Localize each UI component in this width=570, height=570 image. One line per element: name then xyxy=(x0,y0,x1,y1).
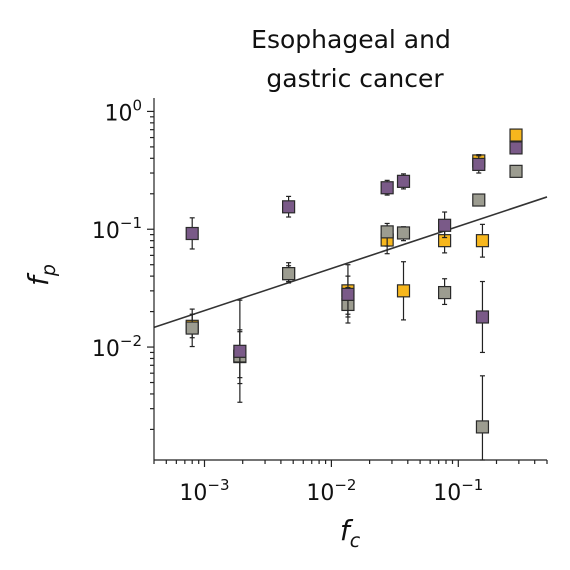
data-point xyxy=(475,310,490,324)
chart-title-line-1: Esophageal and xyxy=(251,25,451,54)
data-point xyxy=(438,218,452,232)
y-axis-label: fp xyxy=(22,264,60,286)
data-point xyxy=(509,164,523,178)
data-point xyxy=(509,141,523,155)
data-point xyxy=(185,321,199,335)
x-tick-label-exponent: −3 xyxy=(207,476,229,494)
data-point xyxy=(472,193,486,207)
x-tick-label-base: 10 xyxy=(306,481,334,506)
x-tick-label: 10−1 xyxy=(433,476,483,506)
x-tick-label: 10−3 xyxy=(179,476,229,506)
y-tick-label-base: 10 xyxy=(92,219,120,244)
series-3 xyxy=(185,141,523,379)
y-tick-label: 100 xyxy=(104,96,142,126)
y-axis-label-subscript: p xyxy=(38,264,60,277)
data-point xyxy=(509,128,523,142)
chart-title-line-2: gastric cancer xyxy=(266,64,444,93)
x-tick-label-base: 10 xyxy=(433,481,461,506)
data-point xyxy=(380,225,394,239)
data-point xyxy=(380,181,394,195)
y-tick-label: 10−2 xyxy=(92,332,142,362)
x-tick-label: 10−2 xyxy=(306,476,356,506)
y-tick-label-exponent: −2 xyxy=(120,332,142,350)
x-tick-label-exponent: −2 xyxy=(334,476,356,494)
fit-line xyxy=(153,196,548,329)
data-point xyxy=(475,420,490,434)
y-tick-label-base: 10 xyxy=(92,337,120,362)
data-point xyxy=(475,234,490,248)
x-axis-ticks: 10−3 10−2 10−1 xyxy=(153,460,548,506)
y-tick-label-exponent: 0 xyxy=(132,96,142,114)
chart-title: Esophageal and gastric cancer xyxy=(251,25,451,93)
data-point xyxy=(396,174,411,188)
data-point xyxy=(185,226,199,241)
y-tick-label-base: 10 xyxy=(104,101,132,126)
data-point xyxy=(282,200,296,214)
data-point xyxy=(396,284,411,298)
y-tick-label-exponent: −1 xyxy=(120,214,142,232)
x-axis-label: fc xyxy=(340,514,361,552)
x-tick-label-base: 10 xyxy=(179,481,207,506)
plot-area xyxy=(153,128,548,461)
data-point xyxy=(472,157,486,172)
series-2 xyxy=(185,164,523,461)
x-axis-label-subscript: c xyxy=(350,530,361,552)
data-point xyxy=(282,267,296,281)
data-point xyxy=(341,287,355,301)
data-point xyxy=(396,226,411,240)
data-point xyxy=(438,285,452,300)
data-point xyxy=(233,344,247,358)
y-tick-label: 10−1 xyxy=(92,214,142,244)
x-tick-label-exponent: −1 xyxy=(461,476,483,494)
